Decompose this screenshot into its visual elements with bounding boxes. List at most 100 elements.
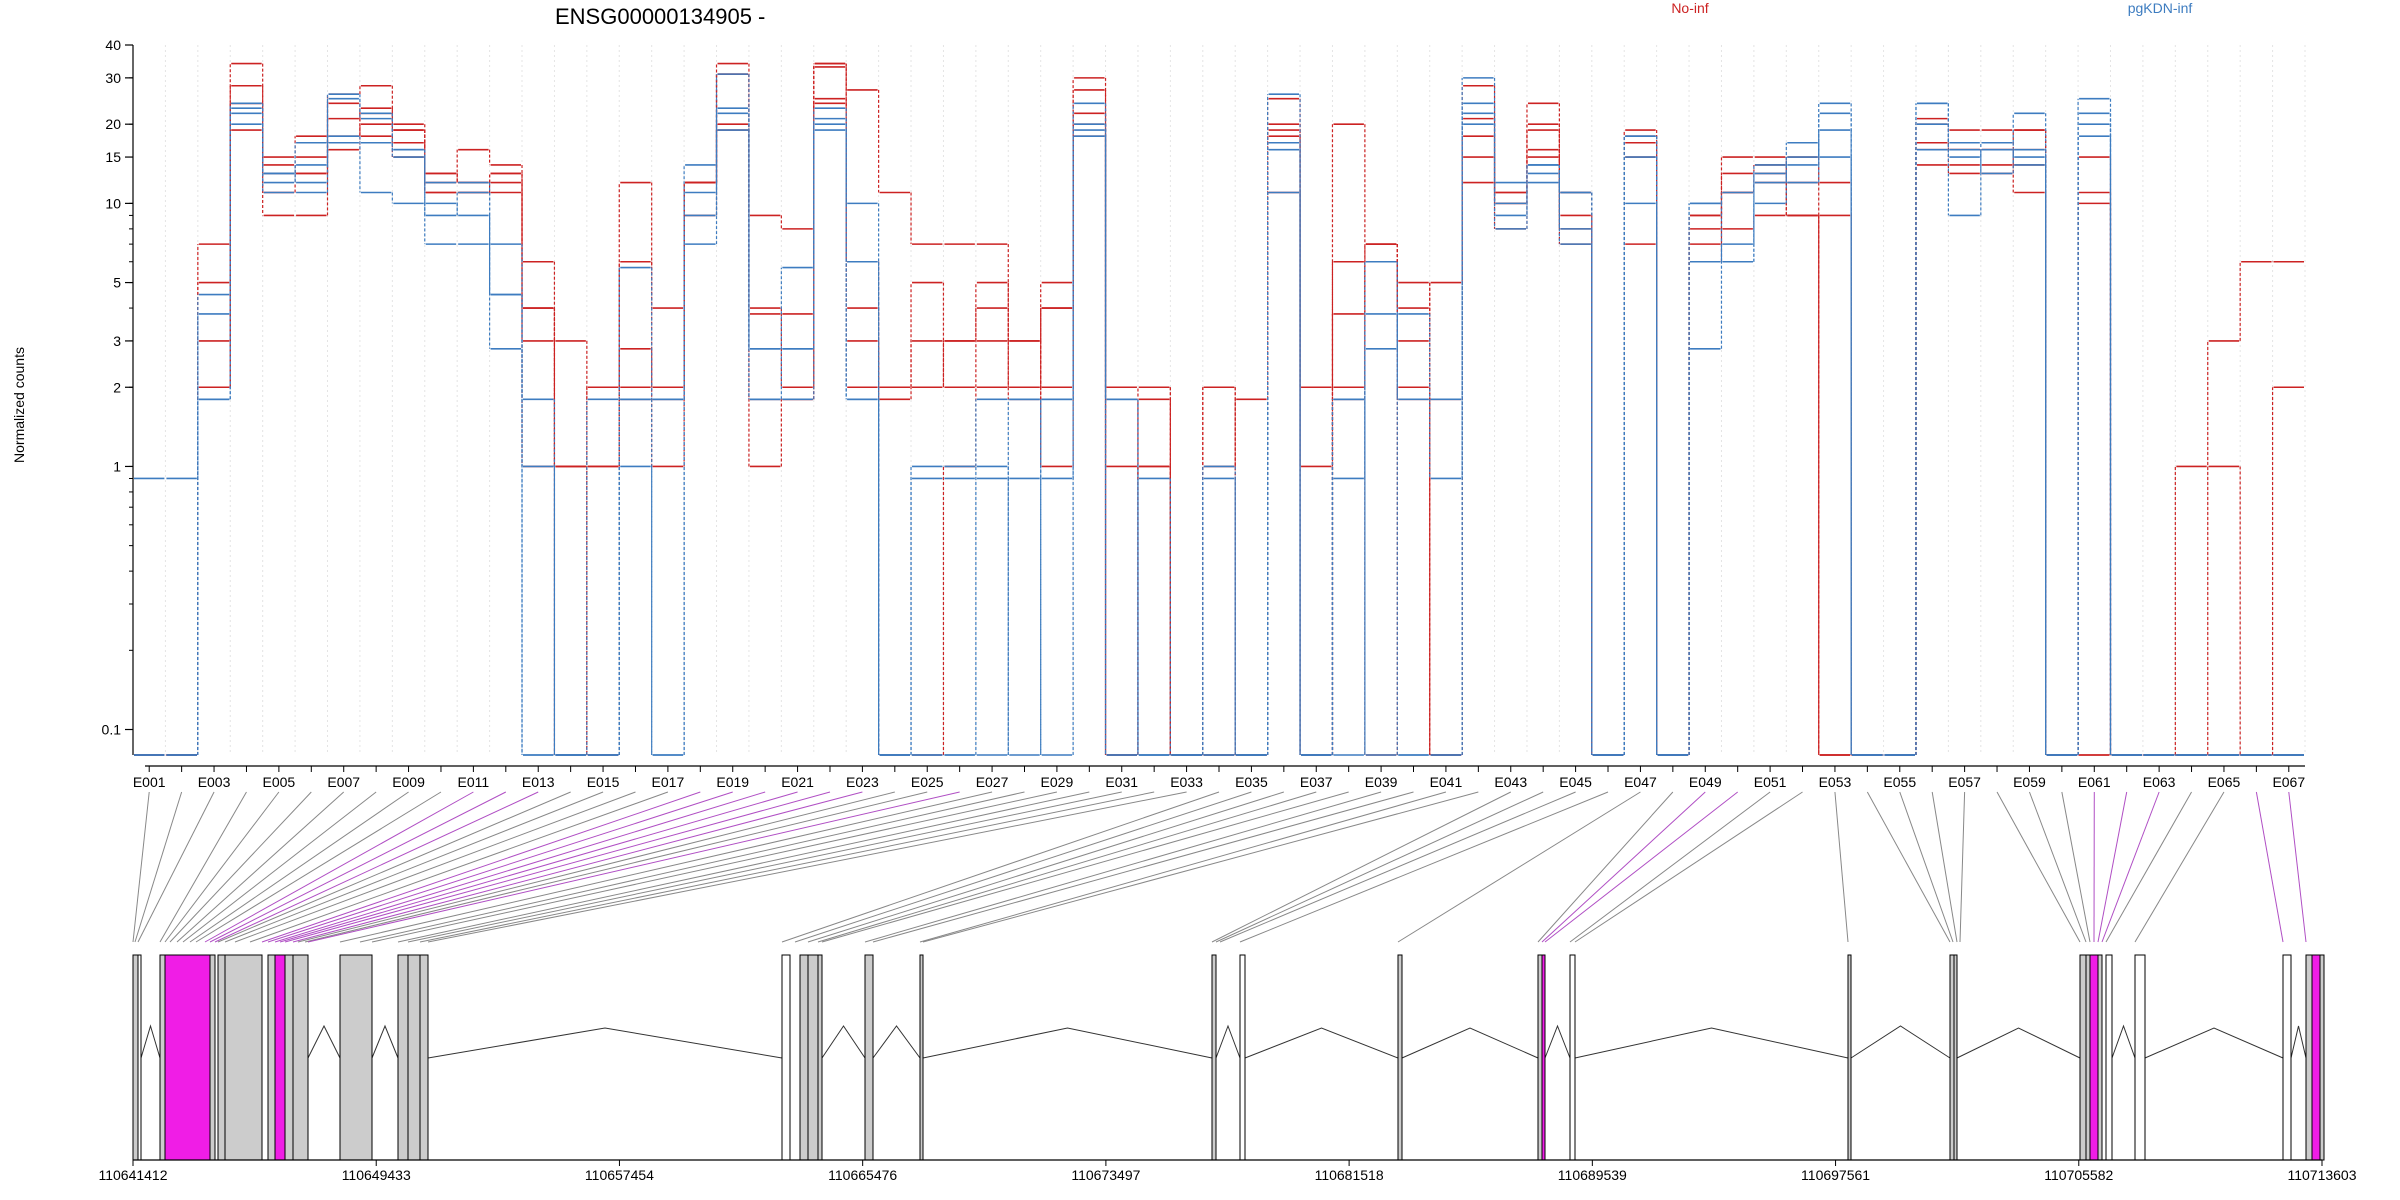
exon-connector <box>1537 791 1674 943</box>
intron-line <box>371 1024 399 1059</box>
exon-connector <box>134 791 183 943</box>
x-tick-label: E049 <box>1689 774 1722 790</box>
exon-highlighted <box>2311 954 2321 1161</box>
exon-highlighted <box>274 954 286 1161</box>
series-no-inf-0 <box>134 97 2304 756</box>
exon-block <box>209 954 216 1161</box>
exon-connector <box>1574 791 1803 943</box>
y-tick-label: 10 <box>105 195 121 211</box>
exon-block <box>1537 954 1543 1161</box>
exon-connector <box>2134 791 2225 943</box>
exon-block <box>807 954 819 1161</box>
intron-line <box>872 1025 921 1059</box>
exon-connector <box>261 791 701 943</box>
gene-model-track <box>132 954 2325 1161</box>
exon-connector <box>2288 791 2307 943</box>
plot-axes: 0.1 1 2 3 5 10 15 20 30 40 E001 E003 E005 E007 E009 E01… <box>102 37 2306 790</box>
exon-connector <box>164 791 280 943</box>
exon-connector <box>292 791 863 943</box>
exon-connector <box>919 791 1447 943</box>
exon-block <box>2282 954 2292 1161</box>
exon-block <box>267 954 276 1161</box>
exon-connector <box>214 791 539 943</box>
exon-connector <box>182 791 377 943</box>
x-tick-label: E003 <box>198 774 231 790</box>
exon-connector <box>794 791 1252 943</box>
x-tick-label: E035 <box>1235 774 1268 790</box>
x-tick-label: E061 <box>2078 774 2111 790</box>
y-axis-label: Normalized counts <box>11 347 27 463</box>
x-tick-label: E065 <box>2208 774 2241 790</box>
exon-block <box>284 954 294 1161</box>
exon-block <box>1569 954 1576 1161</box>
series-pgkdn-inf-8 <box>134 77 2304 756</box>
x-tick-label: E025 <box>911 774 944 790</box>
intron-line <box>1850 1025 1951 1059</box>
exon-block <box>292 954 309 1161</box>
legend-label-no-inf: No-inf <box>1671 0 1708 16</box>
exon-connector <box>339 791 993 943</box>
x-tick-label: E027 <box>976 774 1009 790</box>
exon-connector <box>169 791 312 943</box>
coordinate-label: 110681518 <box>1315 1167 1384 1183</box>
exon-connector <box>307 791 960 943</box>
exon-connector <box>284 791 831 943</box>
exon-connector <box>159 791 247 943</box>
exon-highlighted <box>164 954 211 1161</box>
exon-connector <box>137 791 215 943</box>
exon-connector <box>864 791 1382 943</box>
exon-block <box>2305 954 2313 1161</box>
exon-block <box>397 954 409 1161</box>
exon-highlighted <box>2089 954 2099 1161</box>
intron-line <box>307 1024 341 1059</box>
series-no-inf-4 <box>134 62 2304 756</box>
exon-block <box>799 954 809 1161</box>
x-tick-label: E045 <box>1559 774 1592 790</box>
x-tick-label: E007 <box>327 774 360 790</box>
exon-block <box>1239 954 1246 1161</box>
exon-connector <box>1996 791 2081 943</box>
exon-connector <box>2097 791 2128 943</box>
x-tick-label: E047 <box>1624 774 1657 790</box>
x-tick-label: E039 <box>1365 774 1398 790</box>
exon-connector <box>1239 791 1609 943</box>
x-tick-label: E001 <box>133 774 166 790</box>
x-tick-label: E053 <box>1819 774 1852 790</box>
x-tick-label: E033 <box>1170 774 1203 790</box>
intron-line <box>1574 1027 1849 1059</box>
y-tick-label: 3 <box>113 333 121 349</box>
exon-connector <box>297 791 895 943</box>
y-tick-label: 0.1 <box>102 722 122 738</box>
exon-block <box>2319 954 2325 1161</box>
series-no-inf-2 <box>134 62 2304 756</box>
exon-block <box>407 954 421 1161</box>
x-tick-label: E067 <box>2272 774 2305 790</box>
exon-connector <box>234 791 636 943</box>
x-tick-label: E015 <box>587 774 620 790</box>
exon-connector <box>821 791 1349 943</box>
exon-connector <box>397 791 1090 943</box>
exon-connector <box>1931 791 1958 943</box>
exon-connector <box>176 791 345 943</box>
x-tick-label: E019 <box>716 774 749 790</box>
exon-connector <box>279 791 798 943</box>
exon-connector <box>304 791 928 943</box>
y-tick-label: 40 <box>105 37 121 53</box>
plot-grid <box>132 45 2306 755</box>
exon-connector <box>249 791 669 943</box>
exon-connector <box>1899 791 1954 943</box>
exon-connector <box>1215 791 1544 943</box>
intron-line <box>1544 1024 1571 1059</box>
exon-connector <box>2255 791 2284 943</box>
exon-block <box>1949 954 1955 1161</box>
x-tick-label: E029 <box>1041 774 1074 790</box>
x-tick-label: E055 <box>1883 774 1916 790</box>
y-tick-label: 30 <box>105 70 121 86</box>
exon-connector <box>872 791 1414 943</box>
exon-block <box>1953 954 1958 1161</box>
x-tick-label: E057 <box>1948 774 1981 790</box>
x-tick-label: E021 <box>781 774 814 790</box>
exon-connector <box>204 791 474 943</box>
exon-connector <box>359 791 1025 943</box>
series-pgkdn-inf-5 <box>134 102 2304 756</box>
